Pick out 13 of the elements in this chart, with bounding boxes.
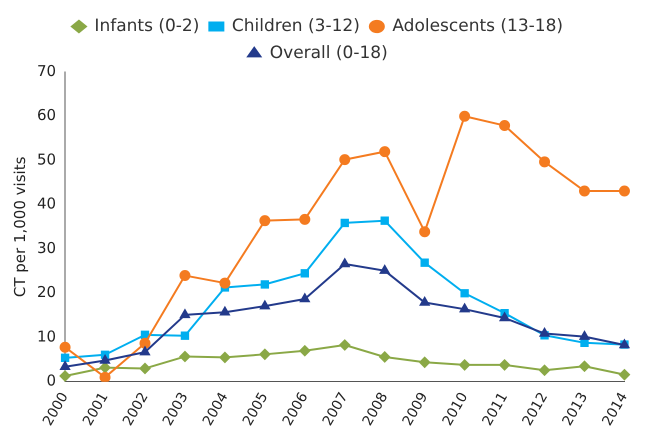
legend-label: Children (3-12) <box>232 16 360 36</box>
y-tick-label: 70 <box>36 62 56 80</box>
y-axis-title: CT per 1,000 visits <box>10 156 29 298</box>
legend-label: Adolescents (13-18) <box>392 16 564 36</box>
y-tick-label: 10 <box>36 327 56 346</box>
y-tick-label: 30 <box>36 238 56 257</box>
y-tick-label: 0 <box>46 372 56 390</box>
legend-label: Overall (0-18) <box>270 42 388 63</box>
legend-label: Infants (0-2) <box>94 16 200 36</box>
y-tick-label: 50 <box>36 150 56 168</box>
y-tick-label: 40 <box>36 194 56 213</box>
y-tick-label: 60 <box>36 106 56 124</box>
y-tick-label: 20 <box>36 283 56 302</box>
